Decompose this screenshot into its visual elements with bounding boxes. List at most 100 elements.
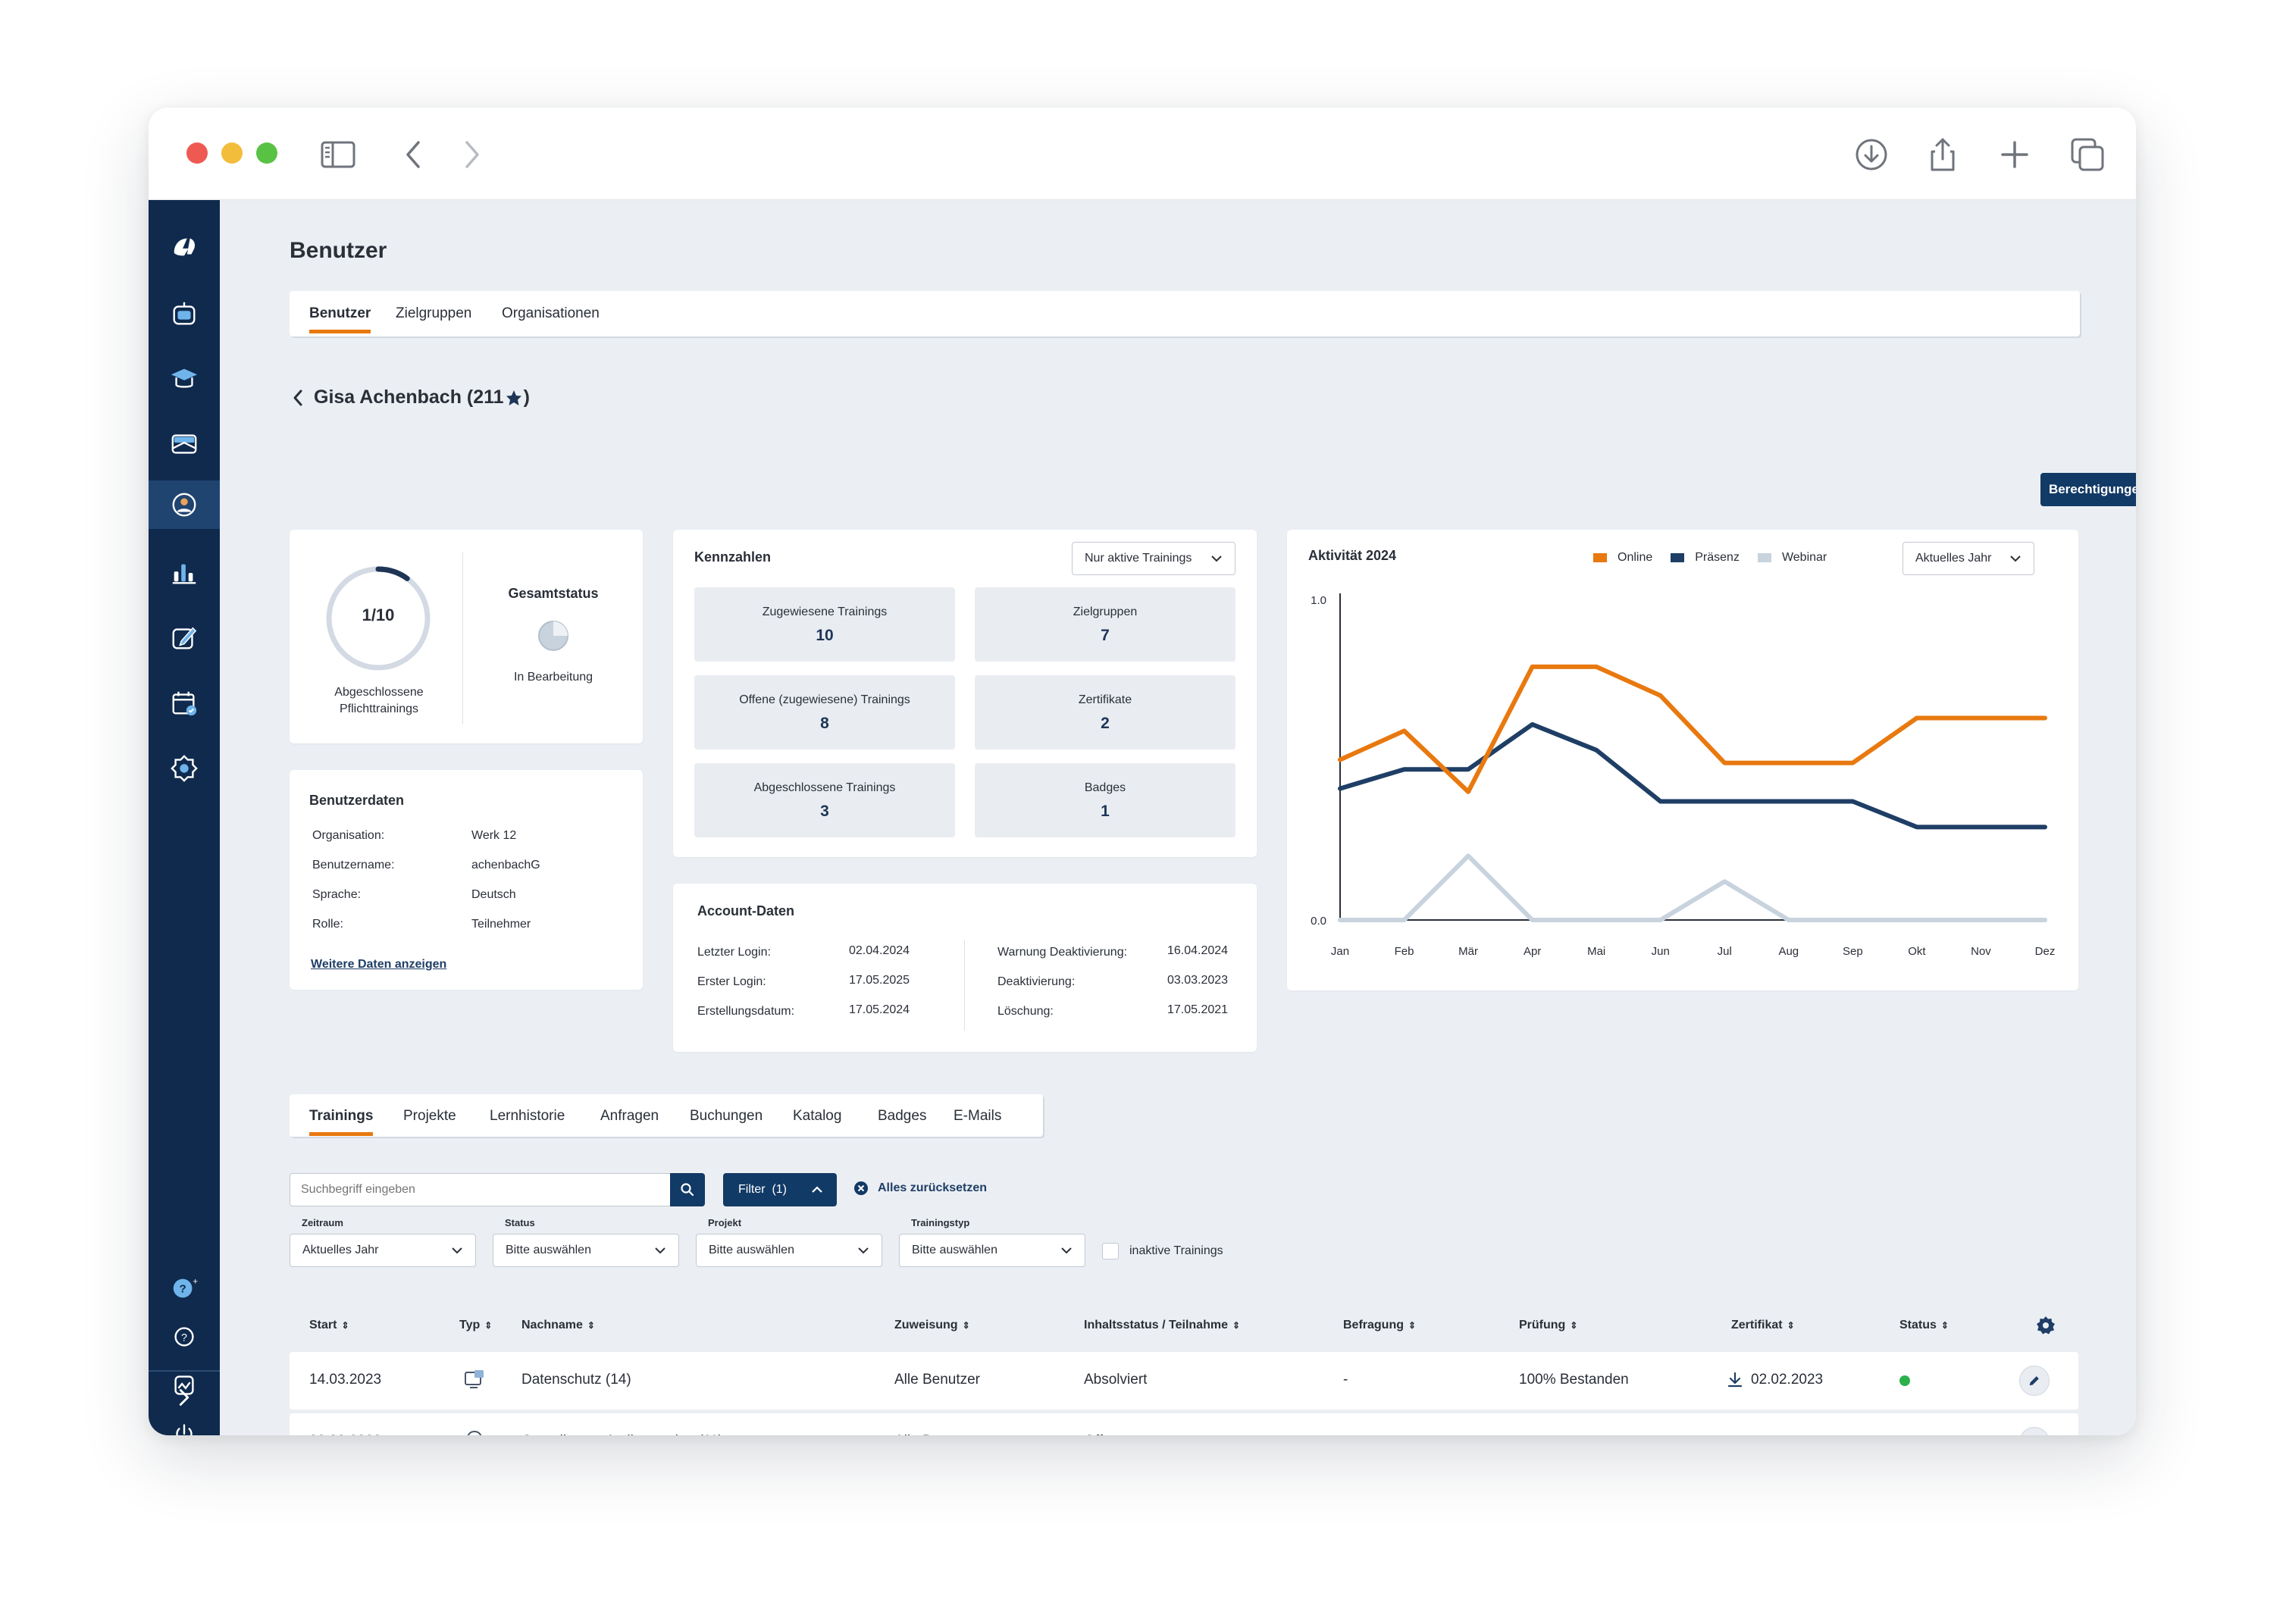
tab-projekte[interactable]: Projekte	[403, 1108, 456, 1124]
logo-icon[interactable]	[149, 223, 220, 271]
kpi-value: 7	[1101, 627, 1110, 644]
userdata-label: Sprache:	[312, 888, 362, 901]
col-befragung[interactable]: Befragung ⇕	[1343, 1319, 1416, 1332]
zeitraum-select[interactable]: Aktuelles Jahr	[290, 1234, 476, 1267]
editor-icon[interactable]	[149, 614, 220, 662]
kpi-tile[interactable]: Badges 1	[975, 763, 1235, 837]
x-tick-label: Nov	[1971, 945, 1991, 958]
kpi-tile[interactable]: Zertifikate 2	[975, 675, 1235, 749]
users-icon[interactable]	[149, 480, 220, 529]
kpi-tile[interactable]: Abgeschlossene Trainings 3	[694, 763, 955, 837]
edit-button[interactable]	[2019, 1366, 2050, 1396]
kpi-tile[interactable]: Offene (zugewiesene) Trainings 8	[694, 675, 955, 749]
chart-title: Aktivität 2024	[1308, 548, 1397, 563]
kpi-tile[interactable]: Zielgruppen 7	[975, 587, 1235, 662]
col-zertifikat[interactable]: Zertifikat ⇕	[1731, 1319, 1795, 1332]
cell-survey: -	[1343, 1433, 1348, 1435]
account-title: Account-Daten	[697, 903, 795, 918]
x-tick-label: Jul	[1718, 945, 1732, 958]
kpi-label: Zertifikate	[1078, 693, 1132, 706]
calendar-icon[interactable]	[149, 679, 220, 728]
tabs-overview-icon[interactable]	[2069, 136, 2106, 173]
sort-icon: ⇕	[1570, 1319, 1578, 1331]
more-data-link[interactable]: Weitere Daten anzeigen	[311, 958, 447, 971]
col-label: Inhaltsstatus / Teilnahme	[1084, 1319, 1228, 1331]
userdata-value: achenbachG	[471, 859, 540, 871]
col-pruefung[interactable]: Prüfung ⇕	[1519, 1319, 1577, 1332]
sidebar-toggle-icon[interactable]	[320, 136, 356, 173]
tab-emails[interactable]: E-Mails	[954, 1108, 1002, 1124]
tab-organisationen[interactable]: Organisationen	[502, 305, 600, 321]
search-input[interactable]	[301, 1180, 657, 1200]
user-name: Gisa Achenbach (211	[314, 386, 504, 408]
account-label: Erster Login:	[697, 975, 766, 988]
trainingstyp-select[interactable]: Bitte auswählen	[899, 1234, 1085, 1267]
table-row[interactable]: 14.03.2023 Datenschutz (14) Alle Benutzer A…	[290, 1352, 2078, 1410]
download-icon[interactable]	[1727, 1372, 1743, 1388]
col-status[interactable]: Status ⇕	[1899, 1319, 1949, 1332]
column-settings-icon[interactable]	[2036, 1316, 2056, 1335]
search-button[interactable]	[670, 1173, 705, 1206]
zoom-window-button[interactable]	[256, 142, 277, 164]
dashboard-icon[interactable]	[149, 289, 220, 338]
search-box	[290, 1173, 705, 1206]
back-icon[interactable]	[396, 136, 432, 173]
back-button[interactable]	[290, 386, 306, 409]
tab-badges[interactable]: Badges	[878, 1108, 927, 1124]
tab-anfragen[interactable]: Anfragen	[600, 1108, 659, 1124]
kpi-value: 10	[816, 627, 834, 644]
userdata-card: Benutzerdaten Organisation: Werk 12 Benu…	[290, 770, 643, 990]
help-ai-icon[interactable]: ? +	[149, 1264, 220, 1313]
cell-assignment: Alle Benutzer	[894, 1433, 980, 1435]
settings-icon[interactable]	[149, 744, 220, 793]
reports-icon[interactable]	[149, 549, 220, 597]
expand-icon[interactable]	[149, 1373, 220, 1422]
x-tick-label: Aug	[1778, 945, 1799, 958]
account-divider	[964, 940, 965, 1031]
browser-window: ? + ? Benutzer Benutzer Zielgruppen Organ…	[149, 108, 2136, 1435]
edit-button[interactable]	[2019, 1427, 2050, 1435]
kpi-tile[interactable]: Zugewiesene Trainings 10	[694, 587, 955, 662]
messages-icon[interactable]	[149, 420, 220, 468]
col-inhaltsstatus[interactable]: Inhaltsstatus / Teilnahme ⇕	[1084, 1319, 1240, 1332]
col-nachname[interactable]: Nachname ⇕	[521, 1319, 595, 1332]
account-label: Löschung:	[997, 1005, 1054, 1018]
col-typ[interactable]: Typ ⇕	[459, 1319, 492, 1332]
inactive-trainings-checkbox[interactable]	[1102, 1243, 1119, 1259]
status-select[interactable]: Bitte auswählen	[493, 1234, 679, 1267]
share-icon[interactable]	[1924, 136, 1961, 173]
cell-content-status: Offen	[1084, 1433, 1119, 1435]
tab-trainings[interactable]: Trainings	[309, 1108, 374, 1136]
tab-buchungen[interactable]: Buchungen	[690, 1108, 763, 1124]
trainings-icon[interactable]	[149, 355, 220, 403]
col-zuweisung[interactable]: Zuweisung ⇕	[894, 1319, 970, 1332]
kpi-filter-select[interactable]: Nur aktive Trainings	[1072, 542, 1235, 575]
power-icon[interactable]	[149, 1410, 220, 1435]
tab-benutzer[interactable]: Benutzer	[309, 305, 371, 333]
col-label: Zuweisung	[894, 1319, 958, 1331]
kpi-label: Zugewiesene Trainings	[762, 605, 888, 618]
y-tick-label: 1.0	[1311, 594, 1326, 607]
download-icon[interactable]	[1853, 136, 1890, 173]
close-window-button[interactable]	[186, 142, 208, 164]
filter-label-trainingstyp: Trainingstyp	[911, 1217, 970, 1228]
minimize-window-button[interactable]	[221, 142, 243, 164]
app-sidebar: ? + ?	[149, 200, 220, 1435]
edit-permissions-button[interactable]: Berechtigungen bearbeiten	[2040, 473, 2136, 506]
tab-lernhistorie[interactable]: Lernhistorie	[490, 1108, 565, 1124]
kpi-label: Abgeschlossene Trainings	[753, 781, 896, 794]
projekt-select[interactable]: Bitte auswählen	[696, 1234, 882, 1267]
account-label: Erstellungsdatum:	[697, 1005, 795, 1018]
col-start[interactable]: Start ⇕	[309, 1319, 349, 1332]
new-tab-icon[interactable]	[1996, 136, 2033, 173]
status-value: Bitte auswählen	[506, 1244, 591, 1256]
help-icon[interactable]: ?	[149, 1313, 220, 1361]
tab-zielgruppen[interactable]: Zielgruppen	[396, 305, 472, 321]
filter-button[interactable]: Filter (1)	[723, 1173, 837, 1206]
forward-icon[interactable]	[453, 136, 490, 173]
period-select[interactable]: Aktuelles Jahr	[1902, 542, 2034, 575]
table-row[interactable]: 02.03.2023 Compliance_Antikorruption (11)…	[290, 1413, 2078, 1435]
tab-katalog[interactable]: Katalog	[793, 1108, 842, 1124]
reset-filters[interactable]: Alles zurücksetzen	[853, 1181, 987, 1196]
x-tick-label: Apr	[1524, 945, 1541, 958]
